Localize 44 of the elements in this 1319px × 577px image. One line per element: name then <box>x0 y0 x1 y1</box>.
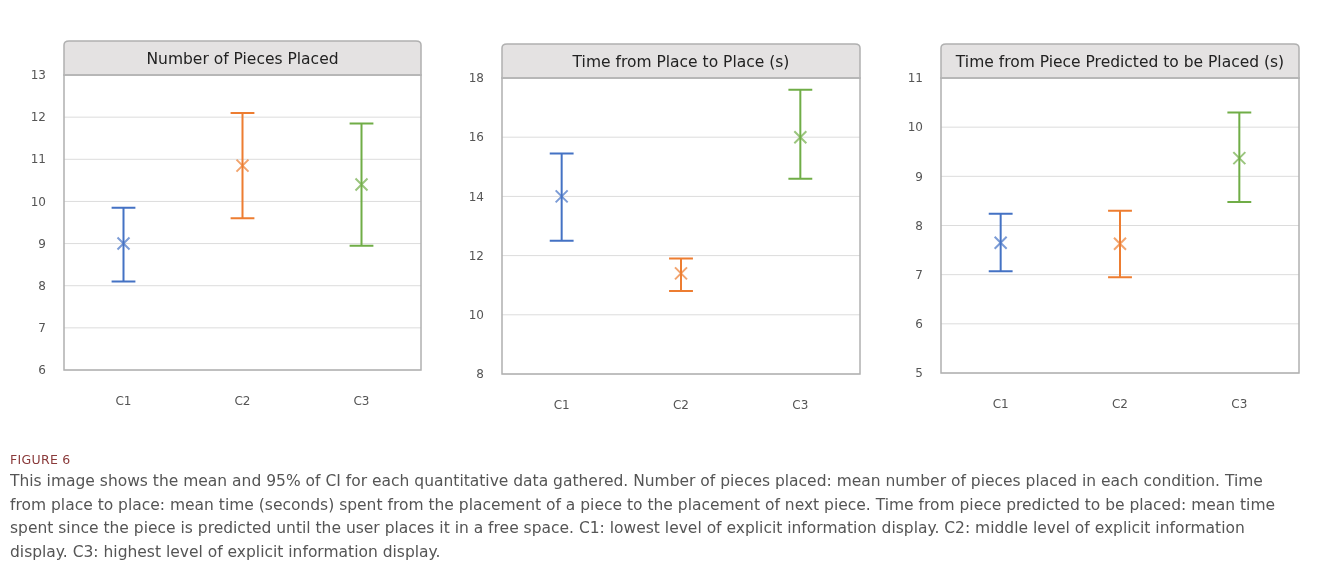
chart-title: Number of Pieces Placed <box>146 50 339 68</box>
y-tick-label: 12 <box>468 248 484 263</box>
y-tick-label: 10 <box>468 308 484 322</box>
x-tick-label: C2 <box>672 398 690 412</box>
point <box>554 189 569 204</box>
y-tick-label: 9 <box>915 169 923 184</box>
chart-title: Time from Piece Predicted to be Placed (s) <box>954 53 1285 71</box>
point <box>1232 151 1247 166</box>
y-tick-label: 12 <box>30 110 46 125</box>
point <box>993 235 1008 250</box>
x-tick-label: C1 <box>553 398 570 412</box>
y-tick-label: 8 <box>915 218 923 233</box>
point <box>793 130 808 145</box>
x-tick-label: C2 <box>1111 397 1129 411</box>
point <box>674 266 688 281</box>
chart-title: Time from Place to Place (s) <box>571 53 790 71</box>
y-tick-label: 9 <box>38 236 46 251</box>
y-tick-label: 18 <box>468 71 484 86</box>
y-tick-label: 6 <box>915 317 923 332</box>
y-tick-label: 10 <box>907 120 923 135</box>
point <box>116 236 131 251</box>
caption: FIGURE 6 <box>10 452 71 467</box>
y-tick-label: 7 <box>38 321 46 336</box>
y-tick-label: 11 <box>30 152 46 167</box>
point <box>354 177 369 192</box>
y-tick-label: 10 <box>30 194 46 209</box>
x-tick-label: C2 <box>234 394 251 408</box>
x-tick-label: C1 <box>115 394 132 408</box>
y-tick-label: 7 <box>915 267 923 282</box>
y-tick-label: 8 <box>476 367 484 382</box>
x-tick-label: C3 <box>353 394 370 408</box>
text: This image shows the mean and 95% of CI for each quantitative data gathered. Number of pieces placed: mean number of pieces placed in each condition. Time from place to place: mean time (seconds) spent from the placement of a piece to the placement of next piece. Time from piece predicted to be placed: mean time spent since the piece is predicted until the user places it in a free space. C1: lowest level of explicit information display. C2: middle level of explicit information display. C3: highest level of explicit information display. <box>10 471 1277 563</box>
point <box>1113 236 1127 251</box>
x-tick-label: C3 <box>1231 397 1248 411</box>
x-tick-label: C3 <box>792 398 809 412</box>
y-tick-label: 5 <box>915 366 923 381</box>
y-tick-label: 13 <box>30 68 46 83</box>
point <box>235 158 250 173</box>
y-tick-label: 8 <box>38 278 46 293</box>
y-tick-label: 16 <box>468 130 484 145</box>
y-tick-label: 11 <box>907 71 923 86</box>
y-tick-label: 14 <box>468 189 484 204</box>
y-tick-label: 6 <box>38 363 46 378</box>
x-tick-label: C1 <box>992 397 1009 411</box>
